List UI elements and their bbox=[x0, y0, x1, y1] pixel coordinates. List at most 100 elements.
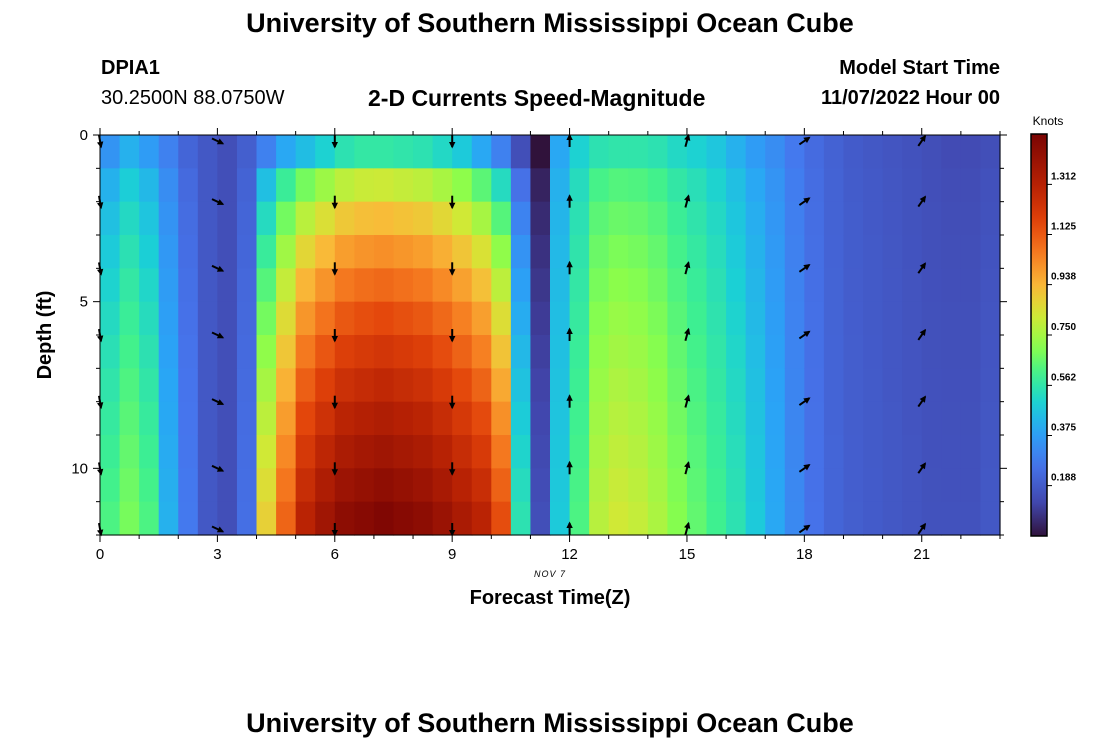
heatmap-cell bbox=[217, 468, 238, 503]
heatmap-cell bbox=[647, 168, 668, 203]
heatmap-cell bbox=[706, 368, 727, 403]
arrow-head bbox=[919, 328, 926, 336]
heatmap-cell bbox=[608, 335, 629, 369]
heatmap-cell bbox=[784, 135, 805, 169]
heatmap-cell bbox=[452, 368, 473, 403]
heatmap-cell bbox=[530, 468, 551, 503]
heatmap-cell bbox=[393, 201, 414, 236]
heatmap-cell bbox=[706, 235, 727, 269]
heatmap-cell bbox=[823, 368, 845, 403]
heatmap-cell bbox=[100, 335, 121, 369]
heatmap-cell bbox=[354, 368, 375, 403]
heatmap-cell bbox=[863, 268, 884, 303]
heatmap-cell bbox=[921, 368, 942, 403]
heatmap-cell bbox=[491, 501, 512, 536]
heatmap-cell bbox=[647, 368, 668, 403]
heatmap-cell bbox=[295, 401, 316, 436]
heatmap-cell bbox=[960, 335, 982, 369]
heatmap-cell bbox=[315, 468, 336, 503]
heatmap-cell bbox=[843, 235, 864, 269]
heatmap-cell bbox=[471, 201, 492, 236]
heatmap-cell bbox=[784, 235, 805, 269]
heatmap-cell bbox=[139, 501, 160, 536]
heatmap-cell bbox=[941, 268, 962, 303]
heatmap-cell bbox=[823, 401, 845, 436]
heatmap-cell bbox=[452, 335, 473, 369]
heatmap-cell bbox=[804, 168, 825, 203]
heatmap-cell bbox=[315, 501, 336, 536]
heatmap-cell bbox=[295, 501, 316, 536]
heatmap-cell bbox=[452, 401, 473, 436]
heatmap-cell bbox=[510, 501, 532, 536]
heatmap-cell bbox=[315, 201, 336, 236]
heatmap-cell bbox=[236, 235, 258, 269]
heatmap-cell bbox=[628, 235, 649, 269]
x-tick-label: 15 bbox=[679, 546, 696, 563]
heatmap-cell bbox=[119, 235, 140, 269]
heatmap-cell bbox=[628, 501, 649, 536]
heatmap-cell bbox=[902, 368, 923, 403]
model-start-value: 11/07/2022 Hour 00 bbox=[820, 87, 1000, 109]
heatmap-cell bbox=[765, 301, 786, 336]
current-arrow bbox=[798, 330, 811, 340]
x-tick-label: 9 bbox=[448, 546, 456, 563]
heatmap-cell bbox=[745, 235, 766, 269]
heatmap-cell bbox=[471, 401, 492, 436]
heatmap-cell bbox=[334, 468, 355, 503]
heatmap-cell bbox=[863, 368, 884, 403]
heatmap-cell bbox=[960, 501, 982, 536]
heatmap-cell bbox=[295, 135, 316, 169]
current-arrow bbox=[449, 329, 456, 343]
heatmap-cell bbox=[432, 335, 453, 369]
heatmap-cell bbox=[139, 435, 160, 469]
current-arrow bbox=[211, 331, 225, 339]
arrow-head bbox=[566, 194, 573, 201]
current-arrow bbox=[211, 198, 225, 206]
heatmap-cell bbox=[745, 201, 766, 236]
arrow-head bbox=[919, 262, 926, 270]
current-arrow bbox=[798, 464, 811, 473]
heatmap-cell bbox=[628, 201, 649, 236]
heatmap-cell bbox=[667, 135, 688, 169]
current-arrow bbox=[331, 262, 338, 276]
heatmap-cell bbox=[373, 135, 395, 169]
heatmap-cell bbox=[589, 368, 610, 403]
heatmap-cell bbox=[413, 235, 434, 269]
current-arrow bbox=[798, 197, 811, 206]
arrow-head bbox=[449, 336, 456, 343]
model-start-label: Model Start Time bbox=[839, 57, 1000, 79]
heatmap-cell bbox=[413, 335, 434, 369]
heatmap-cell bbox=[139, 135, 160, 169]
heatmap-cell bbox=[686, 301, 708, 336]
heatmap-cell bbox=[960, 135, 982, 169]
heatmap-cell bbox=[158, 235, 179, 269]
heatmap-cell bbox=[510, 201, 532, 236]
heatmap-cell bbox=[726, 201, 747, 236]
heatmap-cell bbox=[158, 368, 179, 403]
heatmap-cell bbox=[491, 268, 512, 303]
current-arrow bbox=[917, 328, 927, 341]
heatmap-cell bbox=[647, 301, 668, 336]
y-tick-label: 5 bbox=[80, 294, 88, 311]
heatmap-cell bbox=[373, 501, 395, 536]
heatmap-cell bbox=[295, 301, 316, 336]
heatmap-cell bbox=[823, 468, 845, 503]
heatmap-cell bbox=[373, 235, 395, 269]
heatmap-cell bbox=[158, 301, 179, 336]
heatmap-cell bbox=[745, 368, 766, 403]
heatmap-cell bbox=[628, 368, 649, 403]
arrow-head bbox=[449, 469, 456, 476]
heatmap-cell bbox=[373, 401, 395, 436]
heatmap-cell bbox=[256, 435, 277, 469]
heatmap-cell bbox=[882, 468, 903, 503]
heatmap-cell bbox=[804, 401, 825, 436]
heatmap-cell bbox=[197, 335, 218, 369]
heatmap-cell bbox=[686, 335, 708, 369]
arrow-head bbox=[216, 526, 225, 533]
heatmap-cell bbox=[882, 301, 903, 336]
heatmap-cell bbox=[393, 368, 414, 403]
arrow-head bbox=[331, 469, 338, 476]
heatmap-cell bbox=[608, 135, 629, 169]
heatmap-cell bbox=[334, 368, 355, 403]
heatmap-cell bbox=[256, 201, 277, 236]
